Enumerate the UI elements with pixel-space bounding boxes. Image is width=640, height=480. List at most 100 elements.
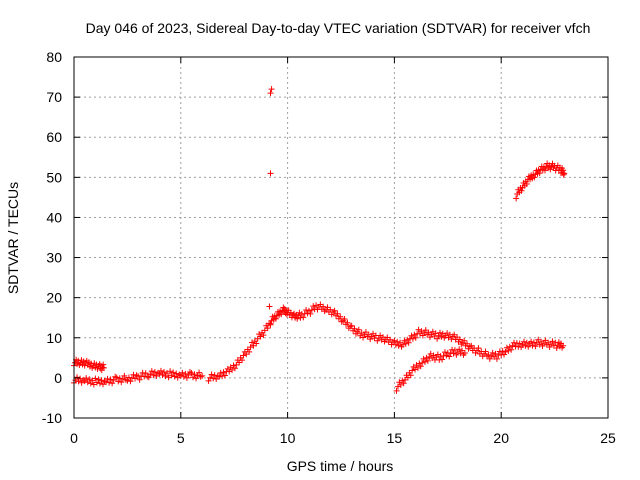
data-point [436, 329, 443, 336]
data-point [502, 348, 509, 355]
data-point [399, 377, 406, 384]
data-point [391, 337, 398, 344]
data-point [213, 376, 220, 383]
data-point [509, 342, 516, 349]
data-point [86, 376, 93, 383]
data-point [191, 371, 198, 378]
data-point [523, 181, 530, 188]
chart-title: Day 046 of 2023, Sidereal Day-to-day VTE… [86, 20, 591, 36]
data-point [362, 329, 369, 336]
data-point [485, 351, 492, 358]
data-point [210, 375, 217, 382]
y-tick-label: 40 [46, 209, 62, 225]
data-point [125, 374, 132, 381]
data-point [503, 344, 510, 351]
data-point [266, 303, 273, 310]
data-point [450, 350, 457, 357]
data-point [439, 356, 446, 363]
tick-labels: 0 5 10 15 20 25 -10 0 10 20 30 40 50 60 70 80 [42, 49, 616, 446]
axis-ticks [73, 56, 609, 419]
data-point [170, 369, 177, 376]
data-point [536, 341, 543, 348]
data-point [96, 380, 103, 387]
data-point [188, 370, 195, 377]
data-point [337, 313, 344, 320]
data-point [217, 369, 224, 376]
data-point [407, 372, 414, 379]
data-point [341, 316, 348, 323]
data-point [545, 339, 552, 346]
x-tick-label: 0 [70, 430, 78, 446]
data-point [412, 334, 419, 341]
data-point [492, 350, 499, 357]
data-point [408, 332, 415, 339]
data-point [74, 374, 81, 381]
data-point [456, 336, 463, 343]
data-point [433, 354, 440, 361]
data-point [167, 368, 174, 375]
data-point [196, 369, 203, 376]
data-point [157, 367, 164, 374]
data-points [71, 86, 568, 394]
data-point [230, 362, 237, 369]
data-point [518, 187, 525, 194]
data-point [249, 339, 255, 346]
data-point [420, 355, 427, 362]
data-point [90, 381, 97, 388]
data-point [320, 303, 327, 310]
data-point [532, 343, 539, 350]
data-point [247, 344, 254, 351]
data-point [446, 353, 453, 360]
data-point [239, 357, 246, 364]
data-point [216, 373, 223, 380]
data-point [161, 369, 168, 376]
data-point [136, 376, 143, 383]
data-point [321, 308, 328, 315]
data-point [438, 333, 445, 340]
data-point [303, 307, 310, 314]
data-point [132, 375, 139, 382]
data-point [173, 370, 180, 377]
data-point [294, 315, 301, 322]
x-axis-label: GPS time / hours [287, 458, 394, 474]
data-point [130, 371, 137, 378]
data-point [417, 363, 424, 370]
data-point [402, 340, 409, 347]
data-point [516, 340, 523, 347]
data-point [93, 379, 100, 386]
data-point [560, 342, 567, 349]
data-point [506, 343, 513, 350]
data-point [109, 380, 116, 387]
x-tick-label: 15 [387, 430, 403, 446]
data-point [280, 304, 287, 311]
data-point [267, 90, 274, 97]
x-tick-label: 20 [493, 430, 509, 446]
data-point [419, 359, 426, 366]
data-point [199, 372, 206, 379]
data-point [207, 374, 214, 381]
data-point [330, 309, 337, 316]
data-point [100, 364, 107, 371]
data-point [528, 338, 535, 345]
data-point [124, 377, 131, 384]
data-point [434, 335, 441, 342]
data-point [110, 376, 117, 383]
data-point [541, 167, 548, 174]
data-point [95, 376, 102, 383]
data-point [426, 353, 433, 360]
data-point [300, 314, 307, 321]
data-point [246, 348, 253, 355]
data-point [179, 369, 186, 376]
y-tick-label: 70 [46, 89, 62, 105]
data-point [560, 167, 567, 174]
data-point [142, 370, 149, 377]
data-point [548, 341, 555, 348]
data-point [231, 365, 238, 372]
data-point [546, 344, 553, 351]
data-point [441, 349, 448, 356]
data-point [147, 371, 154, 378]
data-point [308, 306, 315, 313]
data-point [104, 375, 111, 382]
data-point [348, 322, 355, 329]
y-tick-label: 10 [46, 330, 62, 346]
